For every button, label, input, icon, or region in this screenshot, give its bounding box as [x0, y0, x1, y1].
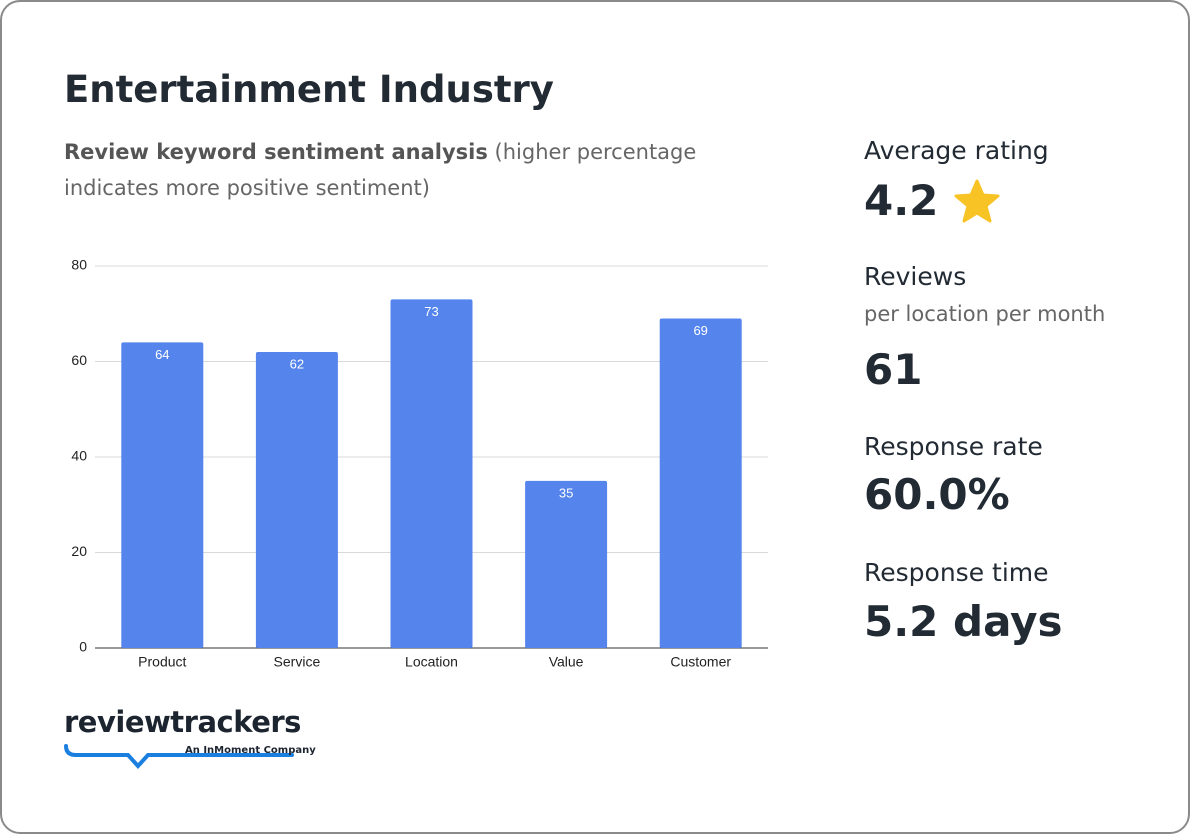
x-tick-label: Product: [138, 654, 186, 670]
stat-label: Response time: [864, 558, 1049, 587]
y-tick-label: 0: [79, 639, 87, 655]
stat-label: Reviews: [864, 262, 967, 291]
x-tick-label: Location: [405, 654, 458, 670]
star-icon: [954, 179, 1000, 223]
subtitle-text: (higher percentage indicates more positi…: [64, 140, 697, 200]
title: Entertainment Industry: [64, 68, 554, 111]
value-label: 35: [559, 485, 573, 500]
y-tick-label: 60: [71, 352, 87, 368]
stat-label: Average rating: [864, 136, 1049, 165]
stat-label: Response rate: [864, 432, 1043, 461]
stat-value: 4.2: [864, 176, 939, 225]
y-tick-label: 80: [71, 257, 87, 273]
value-label: 62: [290, 356, 304, 371]
bar: [390, 299, 473, 648]
value-label: 69: [693, 323, 707, 338]
y-tick-label: 40: [71, 448, 87, 464]
stat-value: 60.0%: [864, 470, 1010, 519]
bar: [121, 342, 204, 648]
subtitle: Review keyword sentiment analysis (highe…: [64, 134, 744, 206]
x-tick-label: Customer: [670, 654, 731, 670]
bar: [525, 480, 608, 648]
y-tick-label: 20: [71, 543, 87, 559]
x-tick-label: Service: [274, 654, 321, 670]
bar: [659, 318, 742, 648]
bar: [255, 351, 338, 648]
logo-swoosh: [64, 744, 294, 769]
stat-value: 5.2 days: [864, 597, 1063, 646]
stat-sublabel: per location per month: [864, 302, 1106, 326]
stat-value: 61: [864, 345, 923, 394]
logo-tagline: An InMoment Company: [185, 745, 316, 756]
value-label: 73: [424, 304, 438, 319]
value-label: 64: [155, 347, 169, 362]
subtitle-bold: Review keyword sentiment analysis: [64, 140, 488, 164]
x-tick-label: Value: [549, 654, 584, 670]
logo-name: reviewtrackers: [64, 705, 301, 739]
